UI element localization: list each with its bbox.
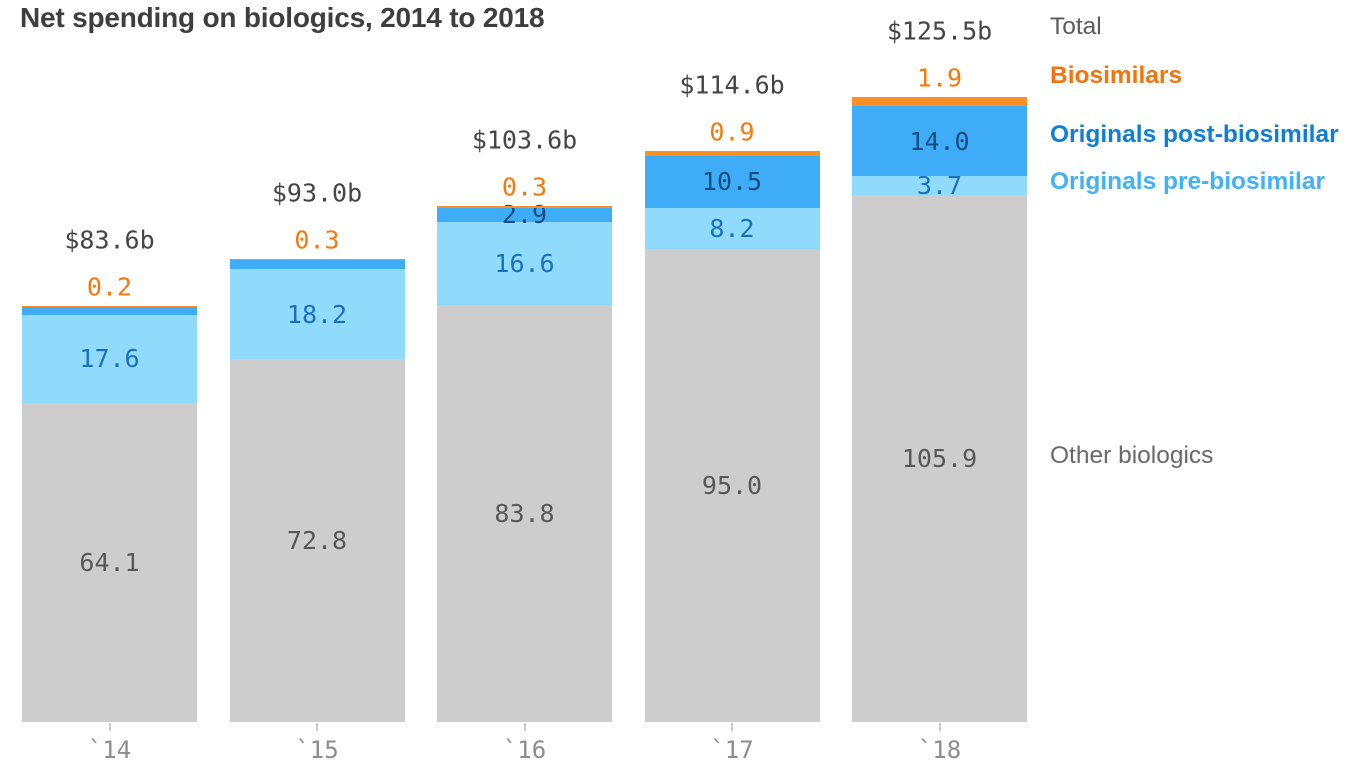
segment-value-label: 83.8 — [494, 498, 555, 528]
legend-originals-pre-biosimilar: Originals pre-biosimilar — [1050, 168, 1326, 195]
bar-segment-originals-post-biosimilar-17: 10.5 — [644, 155, 820, 209]
total-label-17: $114.6b — [679, 70, 785, 100]
total-label-15: $93.0b — [271, 178, 363, 208]
legend-other-biologics: Other biologics — [1050, 442, 1214, 469]
segment-value-label: 95.0 — [701, 470, 763, 500]
bar-segment-biosimilars-15 — [229, 258, 405, 261]
biosimilar-value-label-18: 1.9 — [916, 63, 963, 93]
x-axis-label-15: `15 — [295, 736, 339, 764]
segment-value-label: 72.8 — [286, 526, 348, 556]
segment-value-label: 10.5 — [701, 167, 763, 197]
total-label-14: $83.6b — [64, 225, 155, 255]
x-axis-label-18: `18 — [917, 736, 962, 764]
segment-value-label: 14.0 — [909, 126, 970, 156]
bar-segment-originals-pre-biosimilar-17: 8.2 — [644, 208, 820, 249]
bar-segment-biosimilars-16 — [437, 206, 612, 208]
x-axis-tick — [108, 723, 111, 731]
legend-total: Total — [1050, 13, 1102, 40]
bar-segment-biosimilars-17 — [644, 151, 820, 156]
bar-segment-originals-post-biosimilar-15 — [229, 260, 405, 269]
bar-segment-originals-pre-biosimilar-14: 17.6 — [22, 315, 197, 403]
segment-value-label: 17.6 — [79, 344, 140, 374]
biosimilar-value-label-14: 0.2 — [86, 272, 133, 302]
bar-segment-biosimilars-14 — [22, 305, 197, 307]
x-axis-label-17: `17 — [710, 736, 754, 764]
bar-segment-other-biologics-16: 83.8 — [437, 304, 612, 722]
x-axis-tick — [731, 723, 733, 731]
x-axis-tick — [316, 723, 318, 731]
bar-segment-other-biologics-15: 72.8 — [229, 359, 405, 722]
x-axis-tick — [523, 723, 526, 731]
bar-segment-other-biologics-17: 95.0 — [644, 248, 820, 722]
x-axis-label-16: `16 — [502, 736, 547, 764]
segment-value-label: 3.7 — [916, 170, 963, 200]
biosimilar-value-label-16: 0.3 — [501, 172, 548, 202]
total-label-16: $103.6b — [471, 125, 578, 155]
segment-value-label: 18.2 — [286, 299, 348, 329]
bar-segment-originals-pre-biosimilar-15: 18.2 — [229, 268, 405, 360]
segment-value-label: 64.1 — [79, 547, 140, 577]
bar-segment-originals-post-biosimilar-18: 14.0 — [852, 106, 1027, 177]
bar-segment-biosimilars-18 — [852, 97, 1027, 107]
bar-segment-other-biologics-18: 105.9 — [852, 194, 1027, 722]
bar-segment-other-biologics-14: 64.1 — [22, 402, 197, 722]
bar-segment-originals-post-biosimilar-14 — [22, 306, 197, 316]
bar-segment-originals-pre-biosimilar-16: 16.6 — [437, 222, 612, 305]
chart-title: Net spending on biologics, 2014 to 2018 — [20, 2, 545, 33]
bar-segment-originals-post-biosimilar-16: 2.9 — [437, 202, 612, 227]
biosimilar-value-label-17: 0.9 — [709, 117, 755, 147]
legend-biosimilars: Biosimilars — [1050, 62, 1183, 89]
x-axis-tick — [938, 723, 941, 731]
segment-value-label: 105.9 — [901, 443, 978, 473]
total-label-18: $125.5b — [886, 16, 993, 46]
bar-segment-originals-pre-biosimilar-18: 3.7 — [852, 173, 1027, 198]
legend-originals-post-biosimilar: Originals post-biosimilar — [1050, 121, 1339, 148]
segment-value-label: 8.2 — [709, 213, 755, 243]
biosimilar-value-label-15: 0.3 — [294, 225, 340, 255]
x-axis-label-14: `14 — [87, 736, 132, 764]
segment-value-label: 16.6 — [494, 248, 555, 278]
